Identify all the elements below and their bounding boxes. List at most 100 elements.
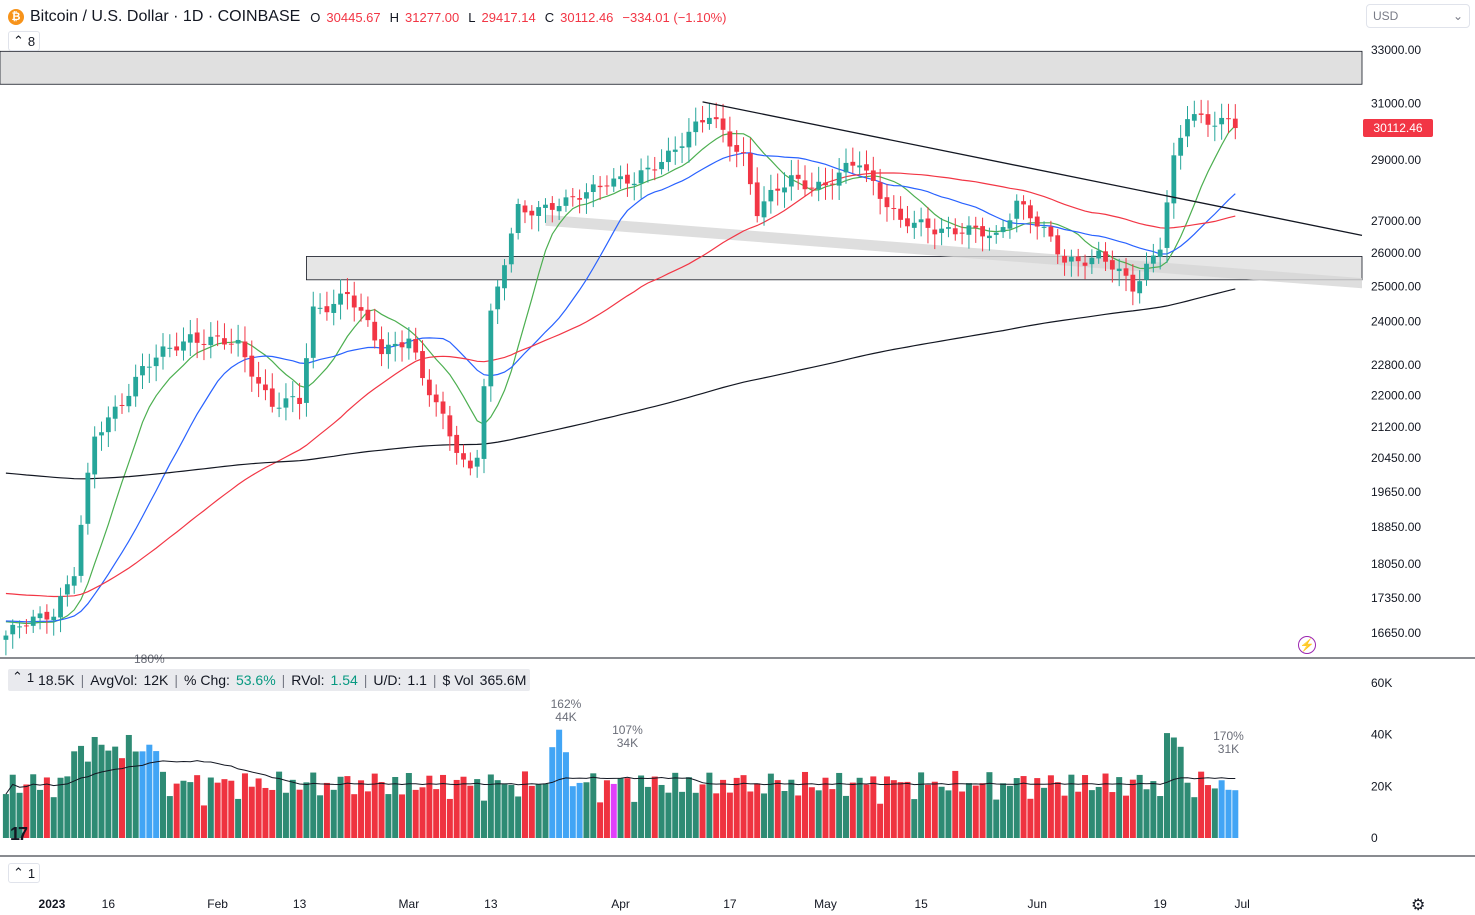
volume-bar [1000,783,1007,838]
candle-body [1041,226,1047,228]
volume-bar [30,774,37,838]
volume-bar [173,783,180,838]
candle-body [3,635,9,640]
candle-body [440,401,446,414]
candles [3,99,1238,656]
candle-body [1219,117,1225,125]
candle-body [700,120,705,123]
volume-bar [1006,785,1013,838]
volume-bar [1020,776,1027,838]
volume-value: 18.5K [38,672,75,688]
symbol-title[interactable]: Bitcoin / U.S. Dollar · 1D · COINBASE [30,8,301,25]
time-axis-label: 15 [914,897,928,911]
volume-bar [289,779,296,838]
price-tick-label: 18850.00 [1371,520,1421,534]
volume-bar [720,779,727,838]
volume-bar [1027,798,1034,838]
volume-bar [1177,746,1184,838]
candle-body [864,164,869,171]
volume-bar [822,777,829,838]
candle-body [235,339,241,344]
volume-bar [651,776,658,838]
candle-body [747,153,753,185]
volume-bar [255,778,262,838]
candle-body [795,174,801,179]
volume-bar [781,790,788,838]
currency-select[interactable]: USD ⌄ [1366,4,1470,28]
volume-bar [248,786,255,838]
candle-body [905,218,910,227]
moving-averages [5,125,1236,625]
trendlines [702,101,1363,236]
volume-bar [282,792,289,838]
volume-bar [153,751,160,838]
volume-bar [521,771,528,838]
candle-body [160,346,166,357]
candle-body [1144,263,1149,280]
candle-body [645,167,651,170]
candle-body [474,457,480,467]
candle-body [870,170,876,181]
volume-bar [1191,797,1198,838]
volume-bar [556,729,563,838]
tradingview-logo-icon[interactable]: 17 [10,824,28,844]
volume-bar [433,789,440,838]
candle-body [911,222,917,228]
candle-body [1191,114,1197,121]
volume-annotation-pct: 170% [1213,729,1244,743]
candle-body [768,189,774,202]
candle-body [392,343,398,347]
candle-body [58,596,63,618]
volume-bar [50,797,57,838]
candle-body [1123,268,1129,276]
candle-body [706,117,712,125]
time-axis-label: 13 [484,897,498,911]
candle-body [966,225,972,235]
volume-bar [180,780,187,838]
settings-icon[interactable]: ⚙ [1411,897,1426,914]
candle-body [1096,250,1102,259]
volume-indicator-count: 1 [26,669,35,685]
candle-body [993,232,999,235]
volume-bar [494,780,501,838]
candle-body [802,180,808,190]
candle-body [413,339,419,353]
currency-label: USD [1373,9,1399,23]
time-axis-label: 2023 [39,897,66,911]
time-axis-label: 17 [723,897,737,911]
bottom-legend-toggle[interactable]: ⌃ 1 [8,863,41,883]
volume-bar [788,779,795,838]
candle-body [345,291,350,295]
volume-bar [84,761,91,838]
candle-body [1178,137,1184,156]
volume-bar [1082,775,1089,838]
price-tick-label: 16650.00 [1371,626,1421,640]
volume-bar [481,800,487,838]
volume-bar [64,776,71,838]
volume-legend-toggle[interactable]: ⌃ 1 [8,668,38,686]
low-label: L [468,9,476,25]
volume-annotation-value: 31K [1218,742,1239,756]
lightning-icon[interactable]: ⚡ [1298,636,1316,654]
candle-body [1109,260,1115,270]
volume-bar [965,783,972,838]
candle-body [1205,114,1211,125]
candle-body [1048,226,1054,237]
candle-body [290,396,296,398]
candle-body [71,576,77,586]
candle-body [543,204,548,208]
volume-bar [836,772,843,838]
volume-bar [761,793,768,838]
volume-bar [699,784,706,838]
indicator-legend-toggle[interactable]: ⌃ 8 [8,31,41,51]
volume-tick-label: 40K [1371,728,1392,742]
volume-bar [1232,790,1239,838]
candle-body [1232,118,1238,129]
time-axis-label: 16 [102,897,116,911]
price-tick-label: 17350.00 [1371,591,1421,605]
candle-body [406,338,412,349]
candle-body [385,344,391,355]
price-tick-label: 33000.00 [1371,43,1421,57]
candle-body [618,176,623,180]
